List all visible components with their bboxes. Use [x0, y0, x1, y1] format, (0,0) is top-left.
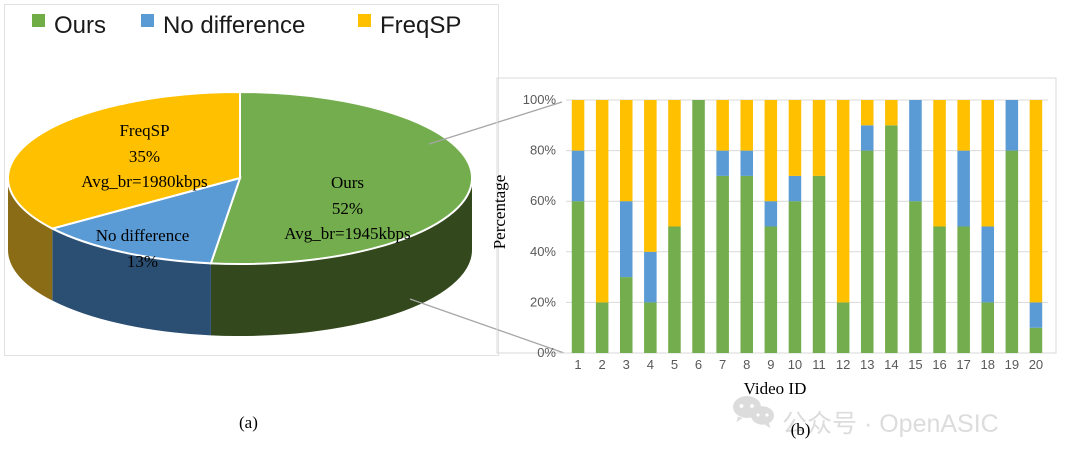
svg-text:1: 1 — [574, 357, 581, 372]
svg-text:100%: 100% — [523, 92, 557, 107]
svg-text:9: 9 — [767, 357, 774, 372]
svg-text:19: 19 — [1005, 357, 1019, 372]
svg-text:20%: 20% — [530, 294, 556, 309]
svg-text:20: 20 — [1029, 357, 1043, 372]
svg-text:0%: 0% — [537, 345, 556, 360]
svg-text:10: 10 — [788, 357, 802, 372]
svg-text:12: 12 — [836, 357, 850, 372]
svg-text:11: 11 — [812, 357, 826, 372]
svg-text:15: 15 — [908, 357, 922, 372]
svg-text:8: 8 — [743, 357, 750, 372]
svg-text:18: 18 — [981, 357, 995, 372]
svg-text:80%: 80% — [530, 143, 556, 158]
svg-text:13: 13 — [860, 357, 874, 372]
svg-text:6: 6 — [695, 357, 702, 372]
svg-text:16: 16 — [932, 357, 946, 372]
svg-text:4: 4 — [647, 357, 654, 372]
svg-text:3: 3 — [623, 357, 630, 372]
svg-text:60%: 60% — [530, 193, 556, 208]
svg-text:17: 17 — [956, 357, 970, 372]
svg-text:40%: 40% — [530, 244, 556, 259]
svg-text:5: 5 — [671, 357, 678, 372]
svg-text:2: 2 — [599, 357, 606, 372]
svg-text:14: 14 — [884, 357, 898, 372]
svg-text:7: 7 — [719, 357, 726, 372]
